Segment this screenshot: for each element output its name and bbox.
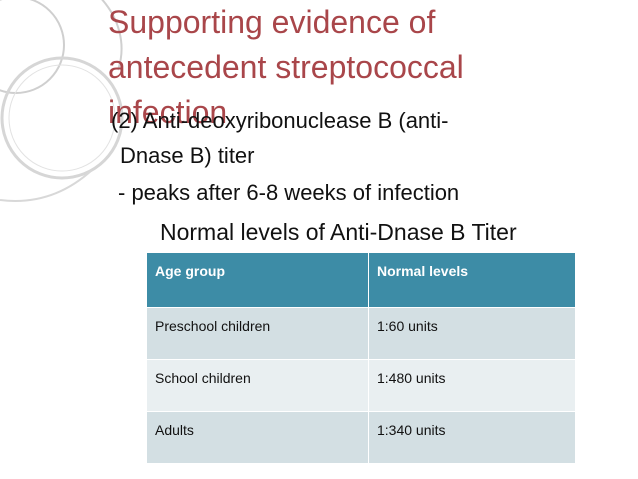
table-row: Adults 1:340 units: [146, 411, 576, 464]
table-row: School children 1:480 units: [146, 359, 576, 412]
slide-title: Supporting evidence of antecedent strept…: [108, 4, 464, 130]
normal-level-cell: 1:60 units: [368, 307, 576, 360]
table-row: Preschool children 1:60 units: [146, 307, 576, 360]
normal-level-cell: 1:340 units: [368, 411, 576, 464]
body-text-line: Dnase B) titer: [120, 143, 255, 168]
column-header-normal-levels: Normal levels: [368, 252, 576, 308]
age-group-cell: Adults: [146, 411, 369, 464]
table-header-row: Age group Normal levels: [146, 252, 576, 308]
age-group-cell: Preschool children: [146, 307, 369, 360]
table-caption: Normal levels of Anti-Dnase B Titer: [160, 219, 517, 245]
body-text-line: - peaks after 6-8 weeks of infection: [118, 180, 460, 205]
normal-levels-table: Age group Normal levels Preschool childr…: [146, 252, 576, 464]
column-header-age-group: Age group: [146, 252, 369, 308]
normal-level-cell: 1:480 units: [368, 359, 576, 412]
age-group-cell: School children: [146, 359, 369, 412]
body-text-line: (2) Anti-deoxyribonuclease B (anti-: [111, 108, 449, 133]
